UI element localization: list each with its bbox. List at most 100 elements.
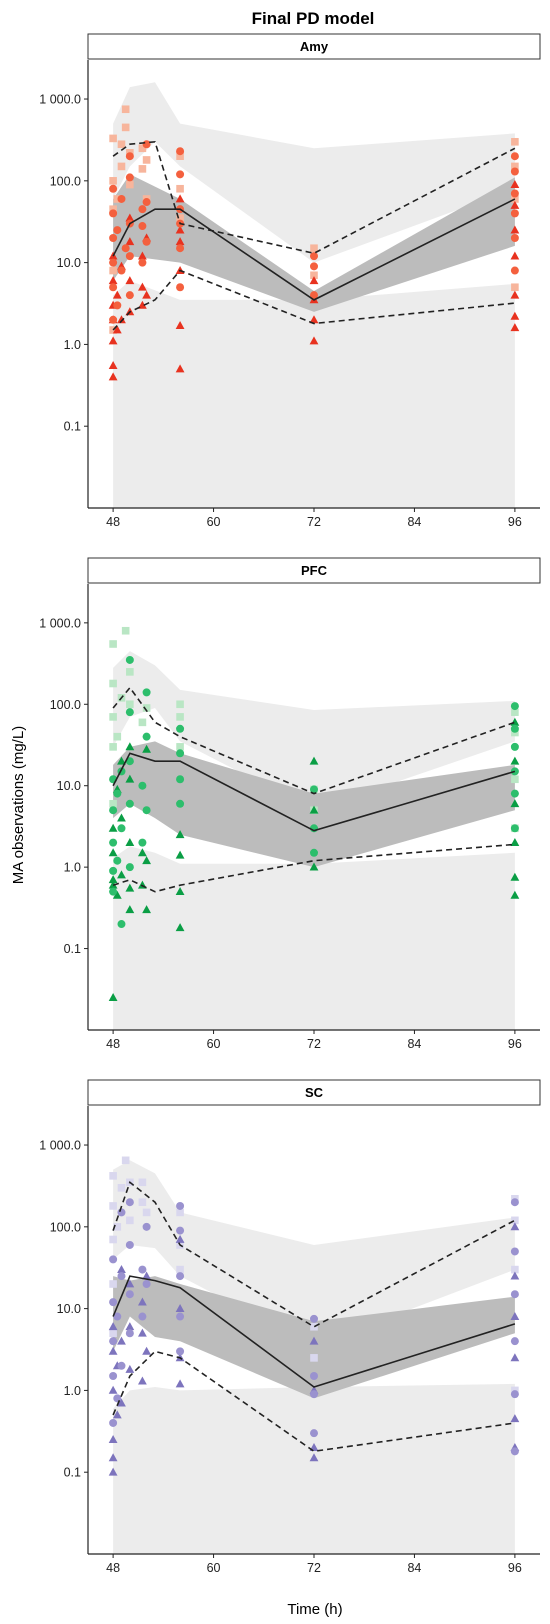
x-tick-label: 60: [207, 515, 221, 529]
x-tick-label: 48: [106, 1037, 120, 1051]
observation-square: [142, 156, 151, 164]
observation-circle: [117, 824, 126, 833]
observation-circle: [510, 1447, 519, 1456]
observation-triangle: [108, 1467, 118, 1476]
y-tick-label: 0.1: [64, 420, 81, 434]
observation-square: [176, 743, 184, 751]
observation-triangle: [142, 856, 151, 865]
y-tick-label: 1 000.0: [39, 1139, 81, 1153]
observation-circle: [310, 1372, 318, 1381]
observation-circle: [125, 1290, 134, 1299]
observation-triangle: [175, 194, 185, 203]
observation-square: [176, 713, 184, 721]
observation-circle: [113, 1394, 122, 1403]
observation-square: [176, 214, 184, 222]
observation-square: [126, 180, 134, 189]
y-tick-label: 100.0: [50, 698, 81, 712]
observation-circle: [117, 920, 126, 929]
observation-square: [126, 1216, 134, 1225]
observation-circle: [109, 283, 118, 292]
observation-triangle: [510, 1353, 520, 1362]
observation-square: [117, 162, 126, 171]
observation-circle: [510, 152, 519, 161]
observation-circle: [117, 1208, 126, 1217]
observation-circle: [510, 1290, 519, 1299]
observation-triangle: [142, 905, 151, 914]
observation-triangle: [108, 276, 118, 285]
observation-square: [121, 123, 130, 132]
y-tick-label: 0.1: [64, 942, 81, 956]
observation-circle: [109, 1255, 118, 1264]
observation-circle: [117, 1361, 126, 1370]
observation-square: [109, 266, 117, 275]
observation-triangle: [309, 276, 319, 285]
strip-label: Amy: [300, 39, 329, 54]
observation-circle: [176, 1226, 185, 1235]
observation-circle: [310, 1314, 318, 1323]
observation-square: [511, 708, 519, 716]
observation-circle: [510, 1247, 519, 1256]
observation-circle: [510, 233, 519, 242]
observation-triangle: [117, 870, 126, 879]
observation-circle: [176, 799, 185, 808]
p5-line: [112, 843, 515, 893]
observation-circle: [176, 1347, 185, 1356]
observation-circle: [109, 887, 118, 896]
observation-triangle: [117, 756, 126, 765]
observation-triangle: [175, 1379, 185, 1388]
observation-square: [310, 271, 318, 280]
observation-circle: [125, 1198, 134, 1207]
observation-square: [126, 668, 134, 676]
observation-triangle: [108, 372, 118, 381]
observation-triangle: [138, 1376, 147, 1385]
observation-circle: [109, 233, 118, 242]
observation-square: [113, 1223, 122, 1231]
observation-circle: [142, 688, 151, 697]
observation-square: [138, 1178, 147, 1187]
observation-square: [109, 205, 117, 213]
observation-circle: [176, 283, 185, 292]
observation-circle: [138, 1265, 147, 1274]
observation-circle: [138, 838, 147, 847]
p5-ci-band: [113, 846, 515, 1030]
observation-triangle: [510, 1222, 520, 1231]
observation-triangle: [309, 1453, 319, 1462]
y-tick-label: 1.0: [64, 338, 81, 352]
observation-circle: [125, 291, 134, 300]
observation-square: [109, 1329, 117, 1338]
observation-square: [117, 140, 126, 149]
observations: [108, 626, 520, 1001]
observation-circle: [142, 1279, 151, 1288]
observation-square: [109, 799, 117, 808]
observation-triangle: [112, 325, 122, 334]
median-ci-band: [113, 741, 515, 868]
observation-circle: [125, 1240, 134, 1249]
observation-circle: [125, 708, 134, 717]
observation-triangle: [175, 830, 185, 839]
observation-square: [511, 283, 519, 292]
observation-triangle: [138, 300, 147, 309]
observation-circle: [125, 152, 134, 161]
observation-circle: [176, 1312, 185, 1321]
observation-triangle: [108, 1322, 118, 1331]
observation-square: [511, 195, 519, 203]
observation-circle: [109, 1418, 118, 1427]
p5-ci-band: [113, 280, 515, 508]
observation-triangle: [117, 315, 126, 324]
observation-circle: [117, 194, 126, 203]
observation-square: [142, 704, 151, 712]
observation-circle: [142, 806, 151, 815]
observation-circle: [310, 252, 318, 261]
observation-square: [109, 134, 117, 143]
observation-triangle: [117, 1264, 126, 1273]
observation-triangle: [117, 1336, 126, 1345]
observation-circle: [510, 167, 519, 176]
observation-circle: [109, 1372, 118, 1381]
x-tick-label: 48: [106, 1561, 120, 1575]
observation-triangle: [510, 251, 520, 260]
observation-triangle: [125, 213, 135, 222]
y-tick-label: 1.0: [64, 861, 81, 875]
observation-triangle: [175, 364, 185, 373]
observation-circle: [176, 244, 185, 253]
observation-triangle: [125, 1279, 135, 1288]
